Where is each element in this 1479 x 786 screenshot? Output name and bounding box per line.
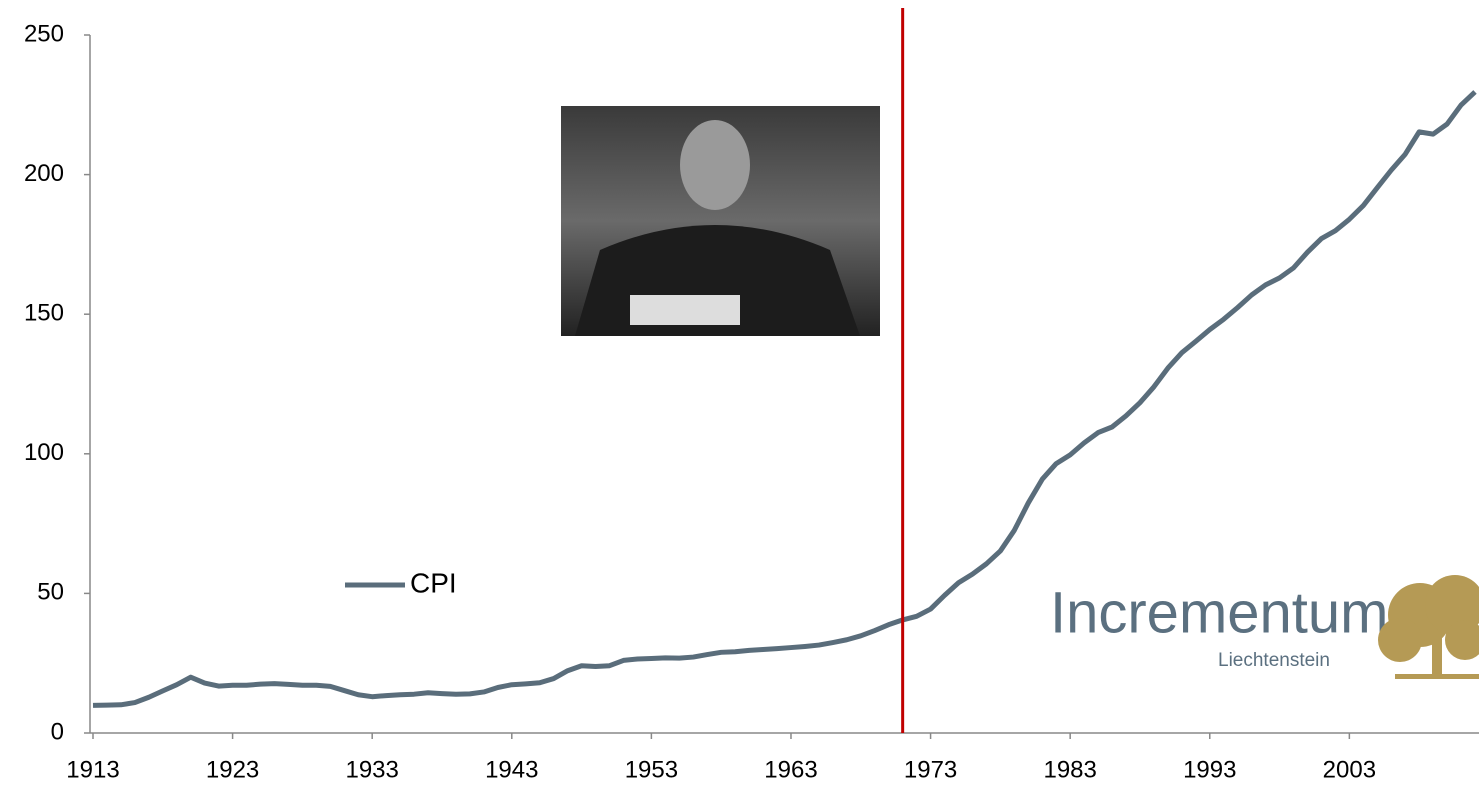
x-tick-label: 1913 (66, 756, 119, 783)
tree-icon (1378, 575, 1479, 679)
x-tick-label: 1923 (206, 756, 259, 783)
logo-sub: Liechtenstein (1218, 650, 1330, 671)
y-tick-label: 50 (37, 579, 64, 606)
y-tick-label: 200 (24, 160, 64, 187)
x-tick-label: 1953 (625, 756, 678, 783)
logo: Incrementum Liechtenstein (1050, 575, 1479, 679)
y-tick-label: 150 (24, 300, 64, 327)
x-tick-label: 1933 (345, 756, 398, 783)
x-tick-label: 1993 (1183, 756, 1236, 783)
legend-label: CPI (410, 567, 457, 598)
x-tick-label: 2003 (1323, 756, 1376, 783)
x-tick-label: 1943 (485, 756, 538, 783)
x-tick-label: 1963 (764, 756, 817, 783)
y-tick-label: 250 (24, 20, 64, 47)
y-tick-label: 100 (24, 439, 64, 466)
x-tick-label: 1973 (904, 756, 957, 783)
y-tick-label: 0 (51, 718, 64, 745)
photo (561, 106, 880, 336)
x-tick-label: 1983 (1043, 756, 1096, 783)
logo-name: Incrementum (1050, 580, 1388, 645)
line-series (92, 90, 1477, 708)
